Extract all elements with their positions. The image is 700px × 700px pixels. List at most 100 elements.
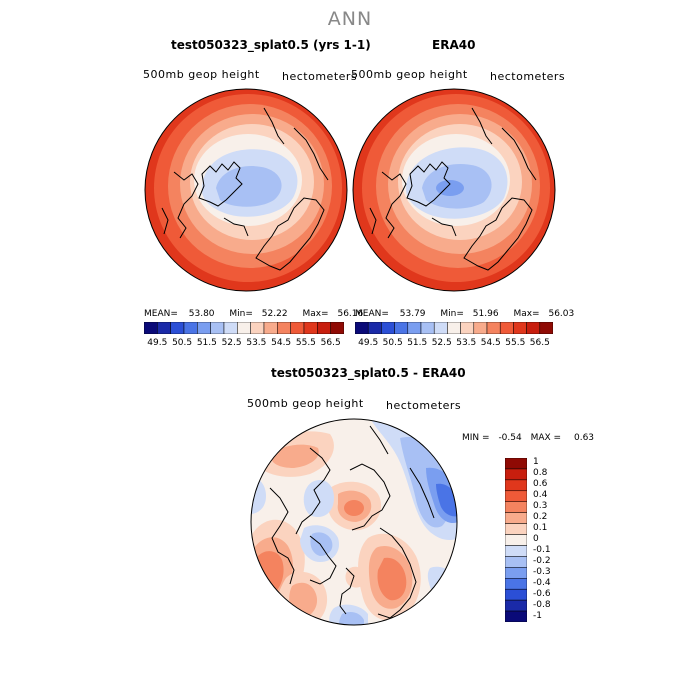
panel2-colorbar-swatch [433,322,448,334]
panel2-stats: MEAN= 53.79 Min= 51.96 Max= 56.03 [355,309,574,319]
panel3-colorbar-tick-label: 0.4 [533,490,548,501]
panel3-colorbar-tick-label: -0.2 [533,555,551,566]
panel2-colorbar-swatch [367,322,382,334]
panel3-colorbar-swatch [505,512,527,524]
panel2-colorbar-swatch [407,322,422,334]
panel1-colorbar-swatch [250,322,265,334]
panel2-colorbar-swatch [420,322,435,334]
panel1-colorbar-tick-label: 51.5 [196,338,217,348]
panel1-colorbar-swatch [183,322,198,334]
panel3-max: 0.63 [573,433,595,443]
panel1-map [144,88,348,292]
panel1-colorbar-tick-label: 55.5 [295,338,316,348]
panel2-colorbar-swatch [526,322,541,334]
figure-title: ANN [327,8,373,30]
panel3-title: test050323_splat0.5 - ERA40 [271,366,466,380]
panel1-colorbar-labels: 49.5 50.5 51.5 52.5 53.5 54.5 55.5 56.5 [144,338,344,350]
panel1-colorbar-swatch [223,322,238,334]
panel2-colorbar-tick-label: 56.5 [529,338,550,348]
panel2-colorbar-tick-label: 53.5 [456,338,477,348]
panel2-colorbar-swatch [381,322,395,334]
panel3-colorbar-swatch [505,501,527,513]
panel2-colorbar-swatch [473,322,488,334]
panel3-units: hectometers [386,399,462,412]
panel1-stats: MEAN= 53.80 Min= 52.22 Max= 56.16 [144,309,363,319]
panel3-colorbar-tick-label: -0.8 [533,599,551,610]
panel3-colorbar-tick-label: -0.4 [533,577,551,588]
panel2-mean: 53.79 [399,309,426,319]
panel3-colorbar-tick-label: 0.8 [533,468,548,479]
panel1-colorbar-swatch [303,322,318,334]
panel1-colorbar [144,322,344,334]
panel2-units: hectometers [490,70,566,83]
panel2-min: 51.96 [472,309,499,319]
panel3-colorbar-swatch [505,479,527,492]
panel2-colorbar-swatch [447,322,461,334]
panel1-colorbar-swatch [290,322,305,334]
panel3-colorbar-swatch [505,545,527,557]
panel3-colorbar [505,458,527,622]
panel2-colorbar-labels: 49.5 50.5 51.5 52.5 53.5 54.5 55.5 56.5 [355,338,553,350]
panel2-colorbar-tick-label: 55.5 [505,338,526,348]
panel3-colorbar-labels: 1 0.8 0.6 0.4 0.3 0.2 0.1 0 -0.1 -0.2 -0.3 -0.4 -0.6… [533,457,573,622]
panel1-colorbar-tick-label: 49.5 [147,338,168,348]
panel2-colorbar-tick-label: 50.5 [382,338,403,348]
panel3-colorbar-swatch [505,490,527,502]
panel1-colorbar-swatch [277,322,291,334]
panel1-variable: 500mb geop height [143,68,260,81]
panel3-colorbar-tick-label: -0.3 [533,566,551,577]
panel3-colorbar-tick-label: -0.1 [533,544,551,555]
panel3-colorbar-tick-label: 0.1 [533,523,548,534]
panel2-map [352,88,556,292]
panel1-colorbar-tick-label: 53.5 [246,338,267,348]
panel3-colorbar-swatch [505,567,527,579]
panel1-mean: 53.80 [188,309,215,319]
panel2-colorbar-swatch [460,322,475,334]
panel3-colorbar-swatch [505,599,527,612]
panel3-stats: MIN = -0.54 MAX = 0.63 [462,433,594,443]
panel1-colorbar-tick-label: 52.5 [221,338,242,348]
panel3-colorbar-swatch [505,534,527,546]
panel2-colorbar-tick-label: 52.5 [431,338,452,348]
panel1-mean-label: MEAN= [144,309,178,319]
panel1-units: hectometers [282,70,358,83]
panel2-colorbar-swatch [486,322,501,334]
panel3-min-label: MIN = [462,433,490,443]
panel1-colorbar-swatch [263,322,278,334]
panel2-min-label: Min= [440,309,464,319]
panel2-colorbar-swatch [355,322,369,334]
panel3-colorbar-tick-label: -1 [533,610,542,621]
panel1-colorbar-swatch [197,322,211,334]
panel3-colorbar-swatch [505,458,527,470]
panel1-colorbar-tick-label: 54.5 [271,338,292,348]
panel1-colorbar-swatch [210,322,225,334]
panel1-max: 56.16 [337,309,364,319]
panel1-colorbar-swatch [330,322,344,334]
panel2-colorbar-tick-label: 51.5 [407,338,428,348]
panel3-colorbar-swatch [505,610,527,622]
panel1-max-label: Max= [302,309,329,319]
panel3-colorbar-swatch [505,578,527,590]
panel3-colorbar-tick-label: 1 [533,457,539,468]
panel2-mean-label: MEAN= [355,309,389,319]
panel1-colorbar-tick-label: 56.5 [320,338,341,348]
panel1-colorbar-swatch [170,322,185,334]
panel3-min: -0.54 [498,433,522,443]
panel3-colorbar-tick-label: 0.3 [533,501,548,512]
panel2-title: ERA40 [432,38,476,52]
panel3-colorbar-swatch [505,523,527,535]
panel2-colorbar-swatch [539,322,553,334]
panel2-colorbar-swatch [394,322,409,334]
panel1-min: 52.22 [261,309,288,319]
panel1-colorbar-swatch [317,322,331,334]
panel2-colorbar-swatch [513,322,527,334]
panel1-colorbar-swatch [157,322,171,334]
panel3-colorbar-swatch [505,556,527,568]
panel2-max: 56.03 [548,309,575,319]
panel1-min-label: Min= [229,309,253,319]
panel3-map [250,418,458,626]
panel2-colorbar-tick-label: 49.5 [358,338,379,348]
panel2-colorbar-tick-label: 54.5 [480,338,501,348]
panel1-title: test050323_splat0.5 (yrs 1-1) [171,38,371,52]
panel2-colorbar [355,322,553,334]
